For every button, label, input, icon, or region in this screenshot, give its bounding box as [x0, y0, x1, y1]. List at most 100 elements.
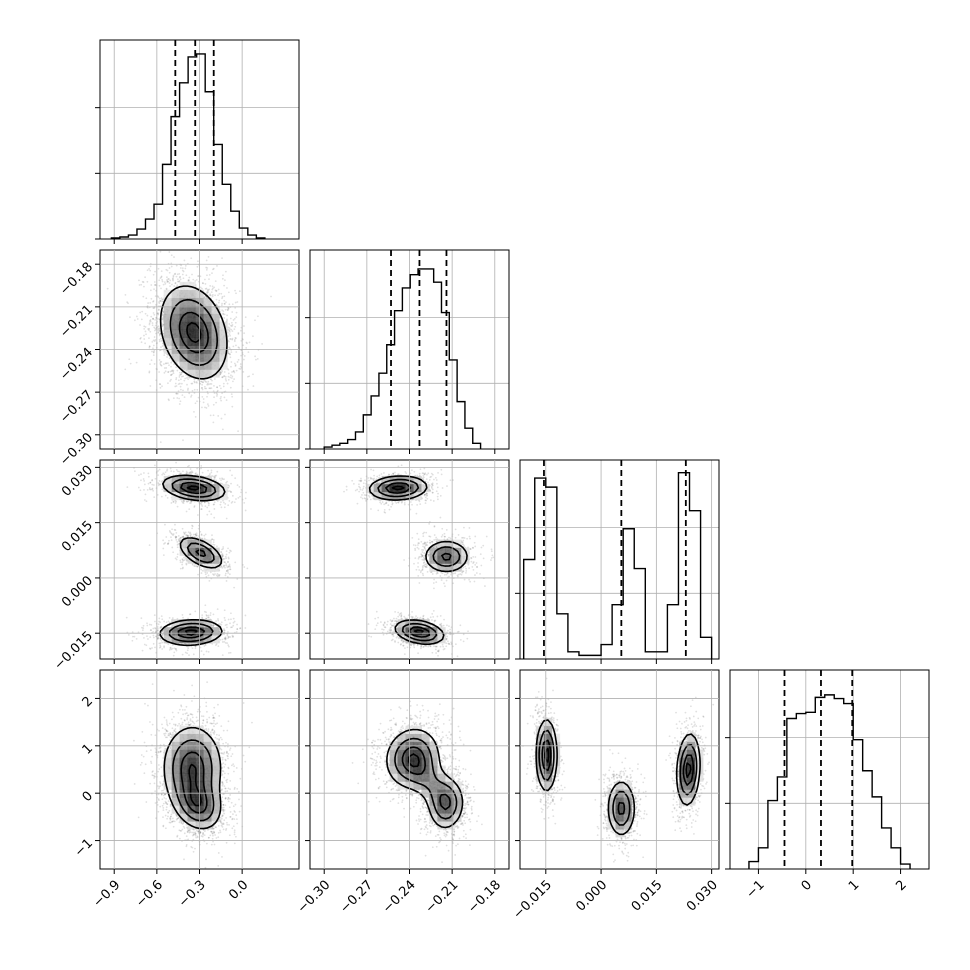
sample-point [243, 355, 246, 357]
sample-point [200, 380, 202, 383]
sample-point [157, 469, 160, 472]
sample-point [162, 298, 164, 301]
sample-point [180, 371, 183, 374]
sample-point [195, 279, 198, 281]
sample-point [235, 369, 238, 372]
sample-point [220, 399, 223, 402]
sample-point [191, 527, 194, 530]
sample-point [173, 528, 176, 531]
sample-point [222, 558, 225, 561]
sample-point [205, 259, 208, 262]
sample-point [197, 260, 199, 263]
sample-point [202, 381, 204, 383]
sample-point [185, 563, 188, 566]
sample-point [174, 529, 177, 531]
sample-point [164, 370, 167, 373]
sample-point [220, 417, 223, 420]
sample-point [172, 551, 175, 554]
sample-point [170, 532, 173, 535]
sample-point [221, 428, 224, 431]
sample-point [158, 468, 161, 471]
sample-point [161, 473, 164, 476]
sample-point [213, 503, 215, 506]
sample-point [228, 303, 231, 306]
sample-point [157, 482, 160, 484]
sample-point [227, 504, 230, 507]
sample-point [228, 564, 231, 567]
sample-point [179, 473, 182, 475]
sample-point [182, 502, 185, 504]
sample-point [214, 476, 216, 478]
sample-point [132, 635, 134, 638]
sample-point [177, 534, 180, 537]
sample-point [228, 329, 230, 332]
sample-point [247, 351, 250, 354]
sample-point [223, 396, 226, 399]
sample-point [168, 648, 171, 651]
sample-point [203, 379, 206, 382]
sample-point [149, 385, 152, 387]
sample-point [171, 533, 173, 536]
sample-point [208, 294, 211, 297]
marginal-panel [309, 249, 510, 450]
sample-point [212, 573, 214, 576]
sample-point [193, 388, 196, 391]
sample-point [181, 558, 184, 561]
sample-point [232, 624, 235, 627]
sample-point [146, 280, 149, 283]
sample-point [188, 508, 191, 511]
density-cell [163, 337, 172, 346]
sample-point [246, 342, 248, 345]
sample-point [236, 628, 239, 631]
sample-point [227, 340, 230, 343]
sample-point [231, 494, 234, 497]
sample-point [158, 483, 160, 486]
sample-point [184, 267, 187, 270]
sample-point [160, 300, 162, 303]
sample-point [152, 354, 155, 357]
sample-point [238, 290, 241, 293]
sample-point [227, 557, 230, 560]
sample-point [211, 379, 213, 382]
sample-point [167, 354, 170, 357]
sample-point [227, 326, 230, 329]
sample-point [152, 317, 154, 320]
sample-point [191, 471, 194, 474]
sample-point [167, 280, 170, 283]
sample-point [195, 565, 198, 567]
sample-point [183, 559, 186, 561]
sample-point [159, 441, 162, 443]
sample-point [235, 316, 238, 319]
sample-point [159, 332, 162, 335]
sample-point [189, 471, 192, 473]
sample-point [162, 363, 165, 365]
sample-point [163, 543, 165, 545]
sample-point [227, 547, 229, 550]
sample-point [176, 556, 179, 558]
sample-point [182, 566, 184, 569]
sample-point [224, 413, 226, 416]
sample-point [194, 533, 197, 536]
density-cell [179, 289, 188, 299]
sample-point [213, 543, 216, 546]
sample-point [179, 385, 182, 388]
sample-point [150, 284, 153, 286]
sample-point [229, 338, 232, 340]
sample-point [216, 389, 219, 392]
sample-point [223, 561, 226, 563]
sample-point [194, 415, 197, 418]
sample-point [139, 311, 142, 314]
y-tick-label: −0.18 [57, 260, 96, 299]
sample-point [232, 617, 235, 620]
sample-point [160, 625, 163, 628]
sample-point [177, 383, 180, 385]
sample-point [220, 565, 223, 568]
sample-point [170, 361, 173, 364]
sample-point [157, 309, 160, 312]
sample-point [193, 506, 196, 508]
sample-point [178, 273, 181, 275]
sample-point [160, 495, 163, 498]
sample-point [221, 566, 224, 569]
sample-point [187, 387, 189, 390]
sample-point [178, 376, 181, 378]
